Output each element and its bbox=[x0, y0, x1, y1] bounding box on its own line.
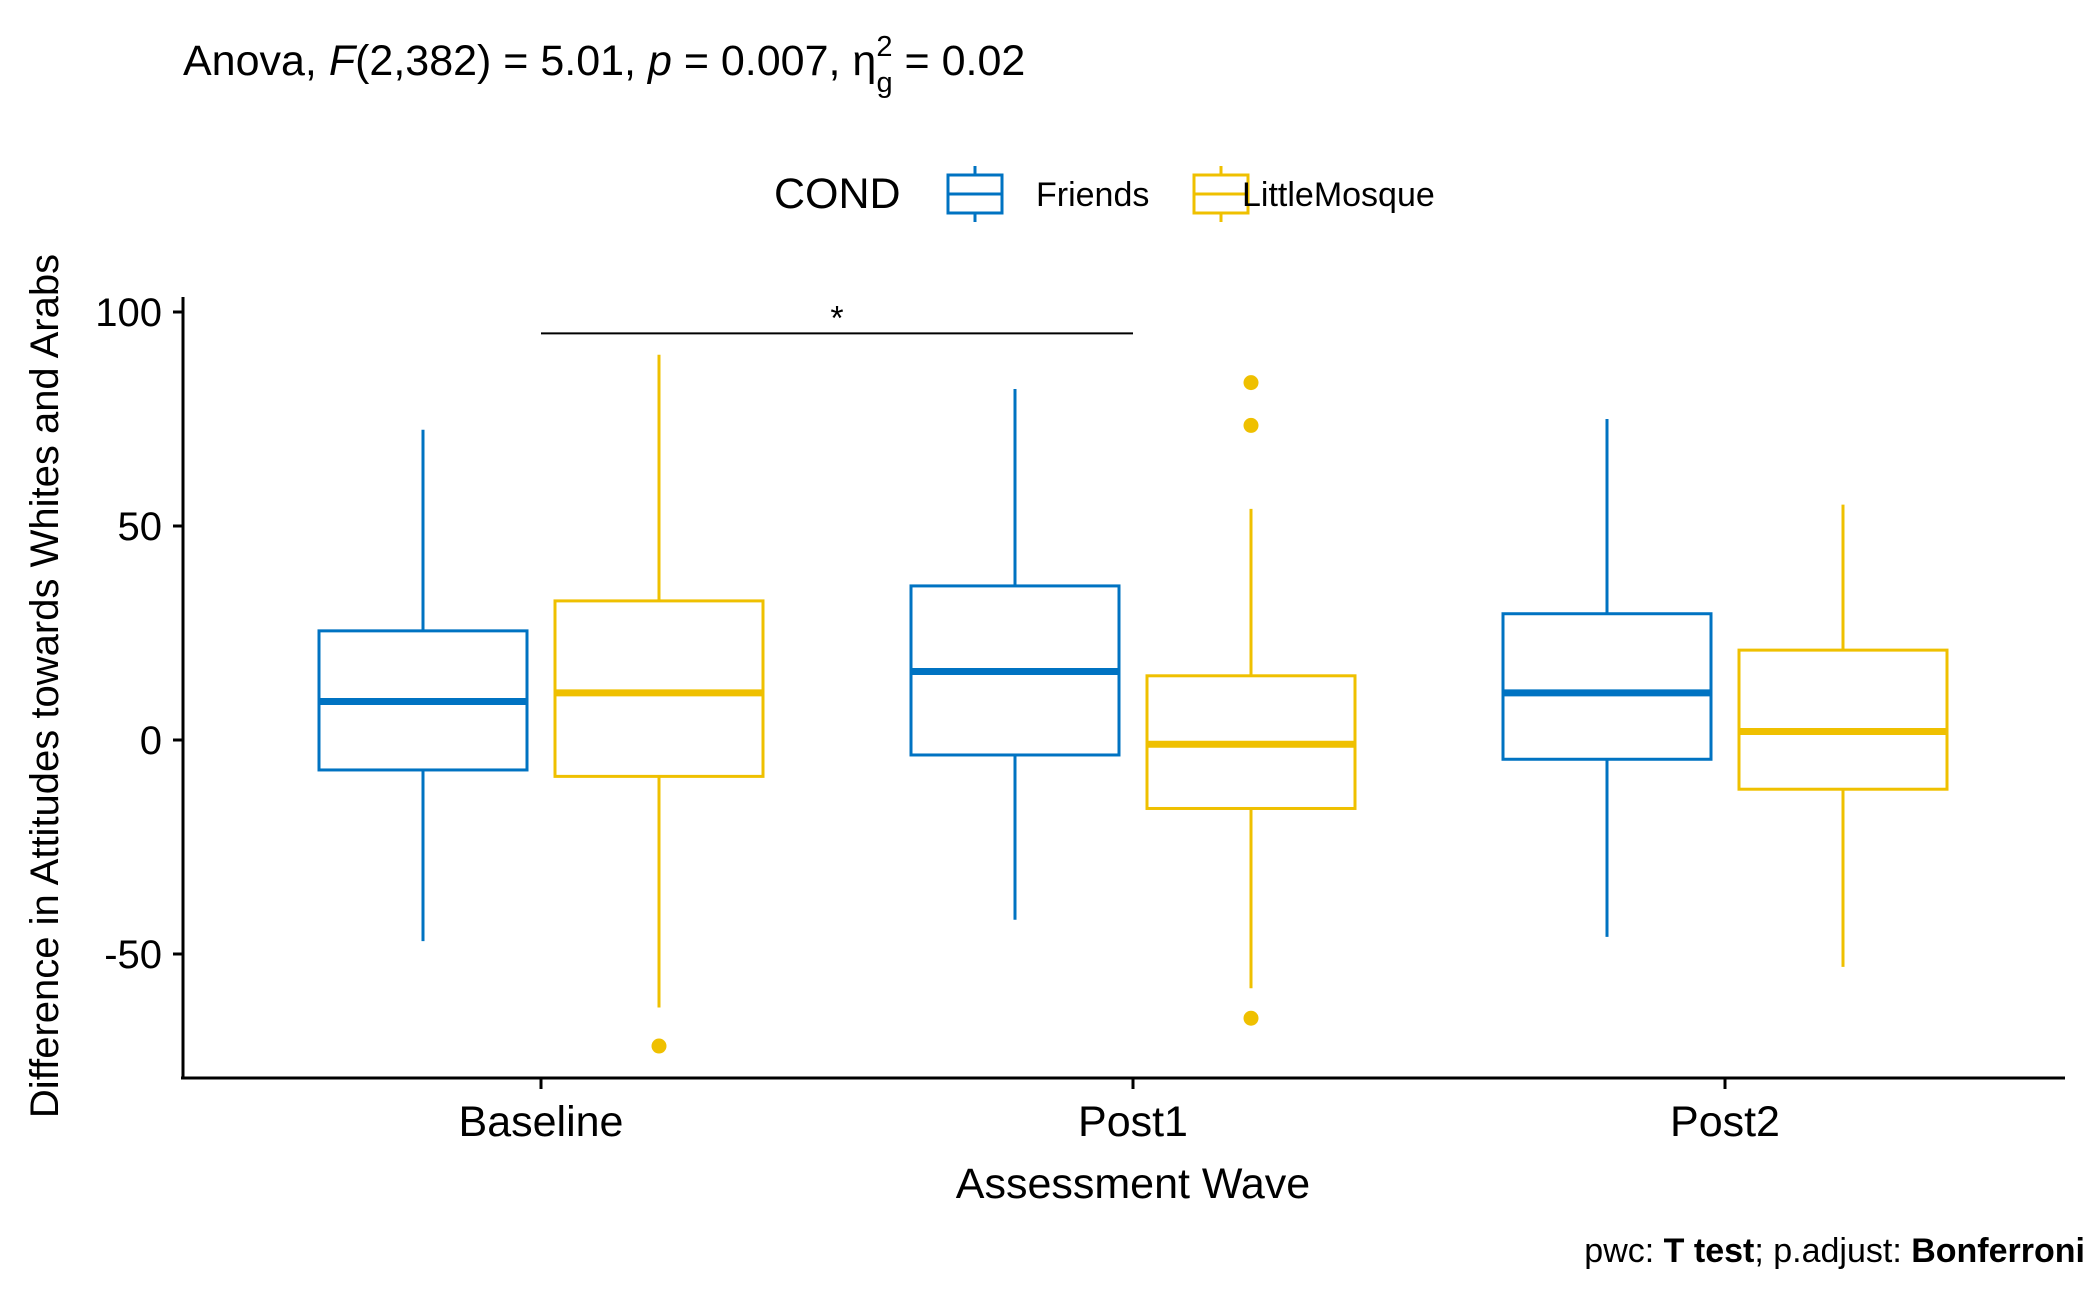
x-tick-label-post1: Post1 bbox=[1078, 1098, 1188, 1146]
caption-pwc-label: pwc: bbox=[1584, 1232, 1663, 1270]
caption-adjust-value: Bonferroni bbox=[1911, 1232, 2085, 1270]
x-tick-label-baseline: Baseline bbox=[459, 1098, 624, 1146]
legend-title: COND bbox=[774, 170, 901, 218]
outlier-point-littlemosque-post1-2 bbox=[1243, 1010, 1259, 1026]
y-tick-label-50: 50 bbox=[118, 505, 163, 549]
y-tick-label--50: -50 bbox=[104, 933, 162, 977]
box-friends-post1 bbox=[909, 389, 1121, 920]
box-littlemosque-baseline bbox=[553, 354, 765, 1054]
outlier-point-littlemosque-post1-1 bbox=[1243, 417, 1259, 433]
iqr-box-littlemosque-baseline bbox=[553, 599, 765, 778]
iqr-box-friends-post2 bbox=[1501, 612, 1713, 761]
subtitle-prefix: Anova, bbox=[183, 37, 329, 85]
x-tick-label-post2: Post2 bbox=[1670, 1098, 1780, 1146]
subtitle-eta-symbol: η bbox=[852, 37, 876, 85]
subtitle-p-symbol: p bbox=[646, 37, 672, 85]
legend-label-littlemosque: LittleMosque bbox=[1242, 176, 1435, 214]
significance-label: * bbox=[830, 299, 843, 337]
plot-area: -50 0 50 100 Baseline Post1 Post2 * bbox=[95, 291, 1949, 1146]
box-littlemosque-post1 bbox=[1145, 375, 1357, 1026]
x-axis-title: Assessment Wave bbox=[956, 1160, 1310, 1208]
caption-pwc-value: T test bbox=[1664, 1232, 1755, 1270]
box-friends-post2 bbox=[1501, 419, 1713, 937]
outlier-point-littlemosque-baseline-0 bbox=[651, 1038, 667, 1054]
box-littlemosque-post2 bbox=[1737, 504, 1949, 967]
legend-label-friends: Friends bbox=[1036, 176, 1149, 214]
legend-key-littlemosque bbox=[1192, 166, 1250, 222]
legend-key-friends bbox=[946, 166, 1004, 222]
outlier-point-littlemosque-post1-0 bbox=[1243, 375, 1259, 391]
caption: pwc: T test; p.adjust: Bonferroni bbox=[1584, 1232, 2085, 1270]
iqr-box-littlemosque-post2 bbox=[1737, 648, 1949, 791]
subtitle-p-part: = 0.007, bbox=[672, 37, 853, 85]
box-friends-baseline bbox=[317, 429, 529, 942]
y-tick-label-100: 100 bbox=[95, 291, 162, 335]
subtitle-eta-sup: 2 bbox=[876, 31, 892, 63]
subtitle-eta-part: = 0.02 bbox=[893, 37, 1026, 85]
caption-sep: ; p.adjust: bbox=[1754, 1232, 1911, 1270]
y-tick-label-0: 0 bbox=[140, 719, 162, 763]
y-axis-title: Difference in Attitudes towards Whites a… bbox=[23, 254, 67, 1118]
subtitle-eta-sub: g bbox=[876, 67, 892, 99]
subtitle-f-symbol: F bbox=[329, 37, 358, 85]
legend: COND Friends LittleMosque bbox=[774, 166, 1435, 222]
subtitle-f-part: (2,382) = 5.01, bbox=[355, 37, 648, 85]
anova-subtitle: Anova, F(2,382) = 5.01, p = 0.007, η2 g =… bbox=[183, 31, 1025, 99]
